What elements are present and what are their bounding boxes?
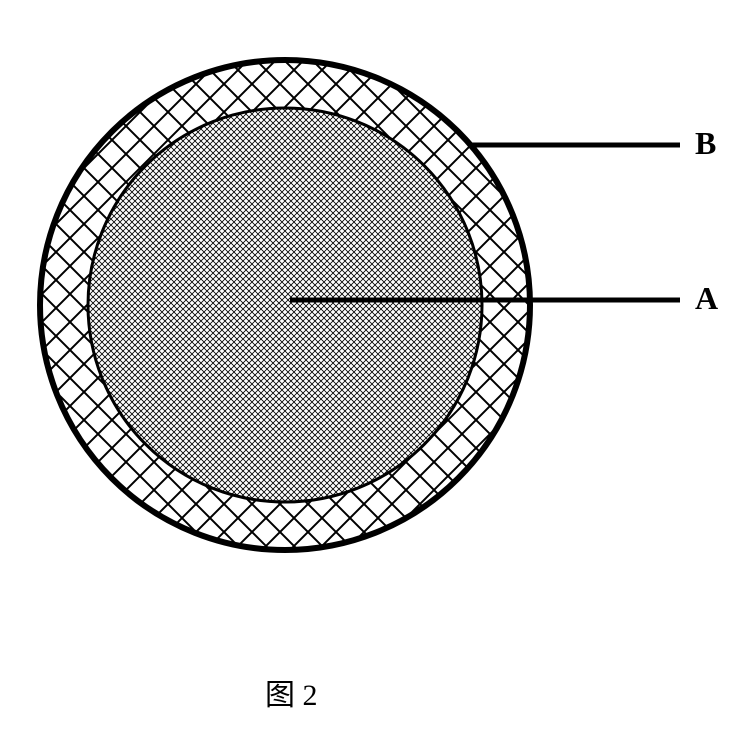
figure-caption: 图 2: [265, 670, 318, 714]
label-a: A: [695, 280, 718, 317]
inner-core: [88, 108, 482, 502]
diagram-container: B A 图 2: [0, 0, 741, 740]
cross-section-svg: [0, 0, 741, 740]
label-b: B: [695, 125, 716, 162]
